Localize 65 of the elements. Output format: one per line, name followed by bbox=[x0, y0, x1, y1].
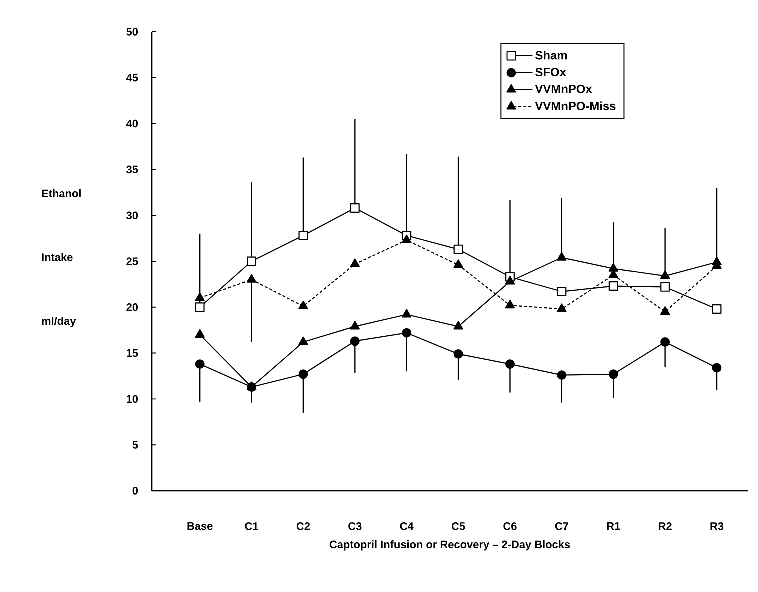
point bbox=[298, 231, 308, 241]
y-tick-label: 15 bbox=[126, 349, 138, 358]
point bbox=[402, 328, 412, 338]
point bbox=[454, 244, 464, 254]
x-axis-title: Captopril Infusion or Recovery – 2-Day Blocks bbox=[330, 540, 570, 551]
legend-label: VVMnPO-Miss bbox=[535, 102, 616, 110]
point bbox=[195, 292, 205, 302]
point bbox=[350, 321, 360, 330]
y-tick-label: 30 bbox=[126, 212, 138, 220]
point bbox=[350, 204, 360, 213]
point bbox=[608, 263, 618, 272]
x-tick-label: C5 bbox=[452, 522, 466, 530]
point bbox=[557, 304, 567, 312]
y-tick-label: 10 bbox=[126, 395, 138, 404]
x-tick-label: R1 bbox=[607, 522, 620, 530]
legend-label: SFOx bbox=[536, 68, 566, 77]
point bbox=[350, 258, 360, 268]
point bbox=[608, 370, 618, 380]
y-tick-label: 0 bbox=[132, 487, 138, 495]
point bbox=[195, 302, 205, 312]
x-tick-label: C3 bbox=[348, 522, 362, 530]
point bbox=[298, 300, 308, 310]
point bbox=[247, 256, 257, 266]
x-tick-label: Base bbox=[188, 522, 213, 530]
point bbox=[195, 360, 205, 370]
y-tick-label: 40 bbox=[126, 120, 138, 128]
point bbox=[454, 349, 464, 359]
y-tick-label: 50 bbox=[126, 28, 138, 36]
point bbox=[246, 274, 257, 283]
y-tick-label: 20 bbox=[126, 304, 138, 312]
point bbox=[505, 360, 515, 370]
point bbox=[660, 306, 670, 316]
x-tick-label: C2 bbox=[296, 522, 310, 530]
legend-label: VVMnPOx bbox=[535, 84, 592, 94]
point bbox=[608, 282, 618, 292]
point bbox=[402, 234, 412, 244]
x-tick-label: R3 bbox=[710, 522, 724, 530]
y-tick-label: 45 bbox=[126, 74, 138, 82]
point bbox=[557, 370, 567, 380]
text: Ethanol Intake ml/day bbox=[42, 190, 81, 328]
point bbox=[195, 329, 205, 338]
point bbox=[454, 321, 464, 330]
y-tick-label: 5 bbox=[132, 441, 138, 449]
legend-label: Sham bbox=[536, 50, 568, 60]
point bbox=[298, 370, 308, 380]
x-tick-label: C6 bbox=[504, 522, 517, 530]
x-tick-label: C1 bbox=[245, 522, 258, 530]
x-tick-label: C4 bbox=[400, 522, 414, 530]
point bbox=[402, 309, 412, 318]
point bbox=[660, 270, 670, 280]
point bbox=[712, 304, 722, 314]
x-tick-label: R2 bbox=[659, 522, 672, 530]
point bbox=[350, 336, 360, 346]
point bbox=[712, 363, 722, 373]
point bbox=[557, 252, 567, 261]
y-tick-label: 25 bbox=[126, 258, 138, 266]
point bbox=[660, 282, 670, 292]
y-tick-label: 35 bbox=[126, 166, 138, 174]
point bbox=[557, 287, 567, 297]
x-tick-label: C7 bbox=[555, 522, 568, 530]
point bbox=[660, 338, 670, 348]
point bbox=[298, 336, 308, 346]
point bbox=[505, 300, 516, 309]
point bbox=[454, 260, 464, 268]
point bbox=[505, 276, 516, 285]
